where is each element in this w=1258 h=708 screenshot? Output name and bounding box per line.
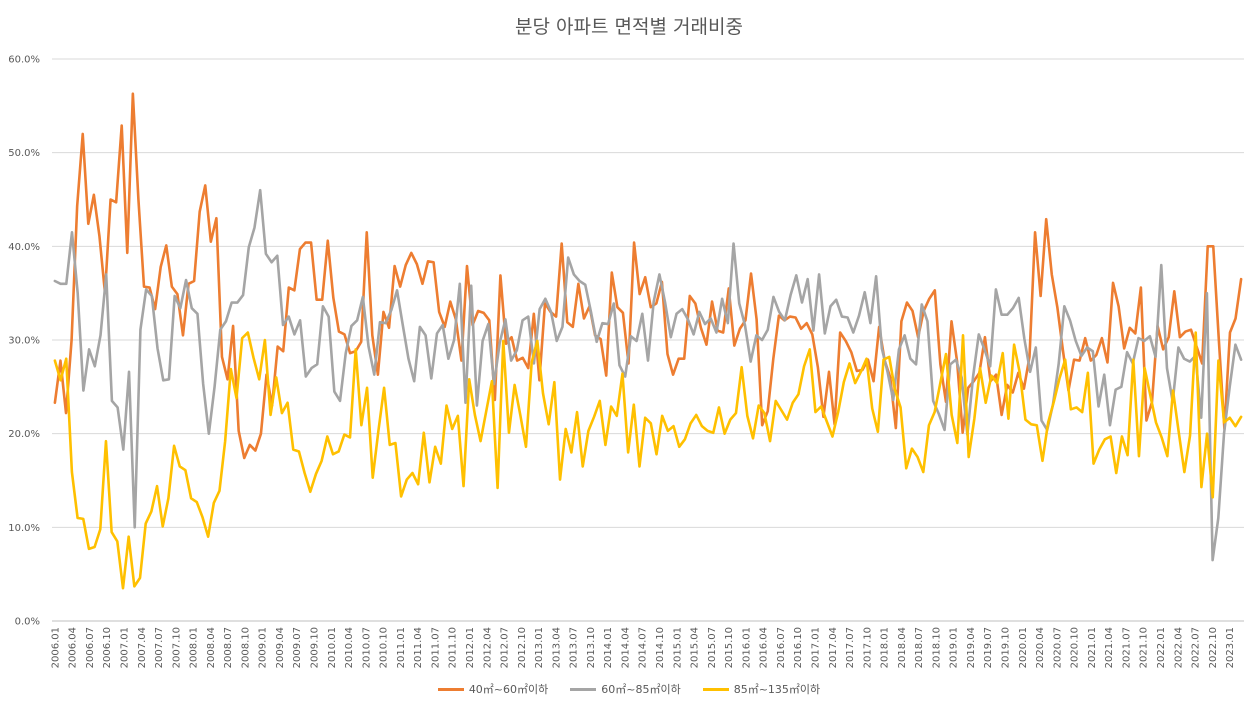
series-line-1 bbox=[53, 188, 1243, 562]
x-tick-label: 2011.10 bbox=[448, 627, 459, 668]
x-tick-label: 2019.01 bbox=[949, 627, 960, 668]
x-tick-label: 2021.10 bbox=[1139, 627, 1150, 668]
x-tick-label: 2016.10 bbox=[793, 627, 804, 668]
x-tick-label: 2006.07 bbox=[85, 627, 96, 668]
series-lines bbox=[53, 92, 1243, 590]
x-tick-label: 2012.10 bbox=[517, 627, 528, 668]
x-tick-label: 2009.01 bbox=[258, 627, 269, 668]
x-tick-label: 2009.10 bbox=[310, 627, 321, 668]
y-tick-label: 60.0% bbox=[8, 55, 40, 66]
x-tick-label: 2021.04 bbox=[1104, 627, 1115, 668]
x-tick-label: 2015.07 bbox=[707, 627, 718, 668]
legend: 40㎡~60㎡이하 60㎡~85㎡이하 85㎡~135㎡이하 bbox=[0, 681, 1258, 697]
x-tick-label: 2014.07 bbox=[638, 627, 649, 668]
x-tick-label: 2015.04 bbox=[690, 627, 701, 668]
x-tick-label: 2006.10 bbox=[102, 627, 113, 668]
x-tick-label: 2007.07 bbox=[154, 627, 165, 668]
x-tick-label: 2020.04 bbox=[1035, 627, 1046, 668]
legend-label-85-135: 85㎡~135㎡이하 bbox=[733, 683, 821, 696]
x-tick-label: 2019.04 bbox=[966, 627, 977, 668]
x-tick-label: 2016.07 bbox=[776, 627, 787, 668]
legend-label-60-85: 60㎡~85㎡이하 bbox=[601, 683, 681, 696]
x-tick-label: 2015.01 bbox=[672, 627, 683, 668]
x-tick-label: 2018.07 bbox=[914, 627, 925, 668]
x-tick-label: 2008.04 bbox=[206, 627, 217, 668]
legend-item-60-85: 60㎡~85㎡이하 bbox=[570, 681, 681, 697]
x-tick-label: 2013.04 bbox=[551, 627, 562, 668]
legend-item-85-135: 85㎡~135㎡이하 bbox=[702, 681, 821, 697]
y-tick-label: 40.0% bbox=[8, 242, 40, 253]
y-tick-label: 20.0% bbox=[8, 429, 40, 440]
x-tick-label: 2013.07 bbox=[569, 627, 580, 668]
x-tick-label: 2008.07 bbox=[223, 627, 234, 668]
legend-swatch-40-60 bbox=[437, 687, 464, 691]
x-tick-label: 2020.07 bbox=[1052, 627, 1063, 668]
x-tick-label: 2017.07 bbox=[845, 627, 856, 668]
x-tick-label: 2012.07 bbox=[500, 627, 511, 668]
x-tick-label: 2018.10 bbox=[931, 627, 942, 668]
x-tick-label: 2007.10 bbox=[171, 627, 182, 668]
x-tick-label: 2022.10 bbox=[1208, 627, 1219, 668]
x-tick-label: 2021.07 bbox=[1121, 627, 1132, 668]
x-tick-label: 2022.04 bbox=[1173, 627, 1184, 668]
x-tick-label: 2010.07 bbox=[361, 627, 372, 668]
x-tick-label: 2008.10 bbox=[240, 627, 251, 668]
x-tick-label: 2020.10 bbox=[1070, 627, 1081, 668]
x-tick-label: 2014.01 bbox=[603, 627, 614, 668]
x-tick-label: 2021.01 bbox=[1087, 627, 1098, 668]
x-tick-label: 2016.04 bbox=[759, 627, 770, 668]
x-tick-label: 2014.10 bbox=[655, 627, 666, 668]
x-tick-label: 2006.01 bbox=[50, 627, 61, 668]
x-tick-label: 2007.04 bbox=[137, 627, 148, 668]
x-tick-label: 2017.01 bbox=[810, 627, 821, 668]
series-line-2 bbox=[53, 331, 1243, 590]
x-tick-label: 2017.04 bbox=[828, 627, 839, 668]
x-tick-label: 2011.01 bbox=[396, 627, 407, 668]
x-tick-label: 2019.10 bbox=[1001, 627, 1012, 668]
chart-title: 분당 아파트 면적별 거래비중 bbox=[515, 16, 743, 38]
x-tick-label: 2017.10 bbox=[862, 627, 873, 668]
legend-item-40-60: 40㎡~60㎡이하 bbox=[437, 681, 549, 697]
x-tick-label: 2013.10 bbox=[586, 627, 597, 668]
x-tick-label: 2009.04 bbox=[275, 627, 286, 668]
y-tick-label: 30.0% bbox=[8, 336, 40, 347]
x-tick-label: 2018.04 bbox=[897, 627, 908, 668]
x-tick-label: 2010.10 bbox=[379, 627, 390, 668]
legend-swatch-60-85 bbox=[570, 687, 597, 691]
series-line-0 bbox=[53, 92, 1243, 460]
y-tick-label: 0.0% bbox=[15, 617, 40, 628]
legend-label-40-60: 40㎡~60㎡이하 bbox=[468, 683, 549, 696]
y-axis-ticks: 0.0% 10.0% 20.0% 30.0% 40.0% 50.0% 60.0% bbox=[8, 55, 40, 628]
x-tick-label: 2012.04 bbox=[482, 627, 493, 668]
x-tick-label: 2011.07 bbox=[430, 627, 441, 668]
x-tick-label: 2023.01 bbox=[1225, 627, 1236, 668]
x-tick-label: 2012.01 bbox=[465, 627, 476, 668]
x-tick-label: 2020.01 bbox=[1018, 627, 1029, 668]
x-tick-label: 2018.01 bbox=[880, 627, 891, 668]
x-tick-label: 2019.07 bbox=[983, 627, 994, 668]
x-tick-label: 2010.01 bbox=[327, 627, 338, 668]
legend-swatch-85-135 bbox=[702, 687, 729, 691]
x-tick-label: 2008.01 bbox=[189, 627, 200, 668]
x-tick-label: 2009.07 bbox=[292, 627, 303, 668]
y-tick-label: 50.0% bbox=[8, 148, 40, 159]
x-tick-label: 2006.04 bbox=[68, 627, 79, 668]
x-tick-label: 2011.04 bbox=[413, 627, 424, 668]
x-tick-label: 2014.04 bbox=[620, 627, 631, 668]
x-tick-label: 2022.01 bbox=[1156, 627, 1167, 668]
x-tick-label: 2007.01 bbox=[119, 627, 130, 668]
x-tick-label: 2010.04 bbox=[344, 627, 355, 668]
y-tick-label: 10.0% bbox=[8, 523, 40, 534]
x-tick-label: 2013.01 bbox=[534, 627, 545, 668]
x-tick-label: 2015.10 bbox=[724, 627, 735, 668]
x-axis-ticks: 2006.01 2006.04 2006.07 2006.10 2007.01 2007.… bbox=[50, 627, 1236, 668]
x-tick-label: 2016.01 bbox=[741, 627, 752, 668]
x-tick-label: 2022.07 bbox=[1191, 627, 1202, 668]
